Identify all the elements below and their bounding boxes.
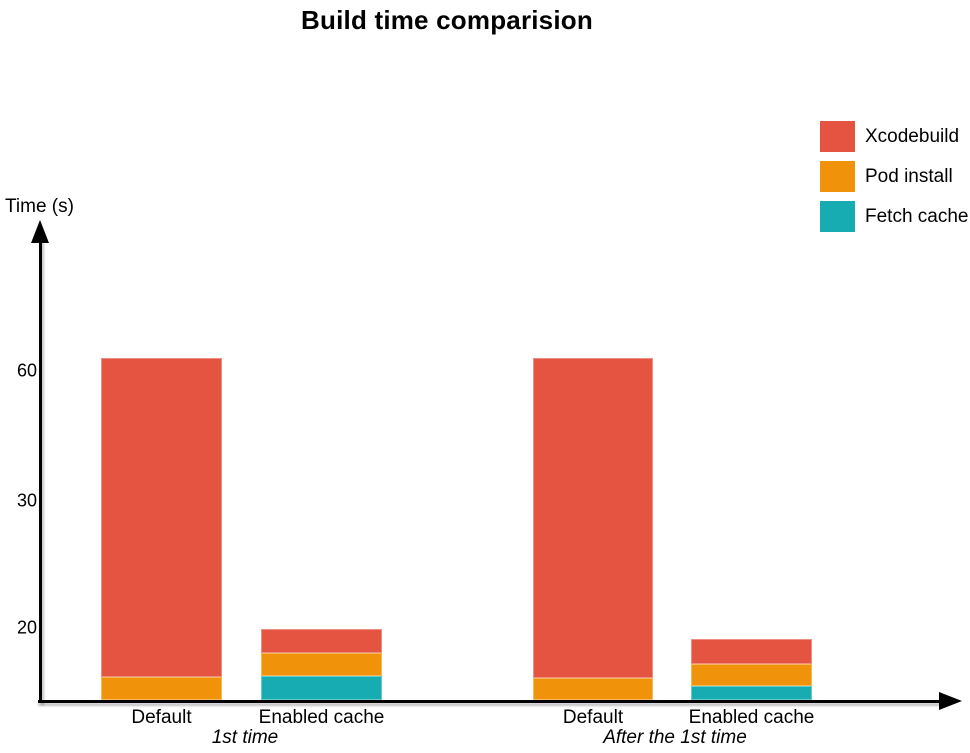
- bar-segment-fetch-cache: [261, 676, 382, 700]
- bar-segment-pod-install: [691, 664, 812, 686]
- y-tick-label: 60: [16, 360, 37, 381]
- bar-segment-pod-install: [101, 677, 222, 700]
- bar-segment-xcodebuild: [261, 629, 382, 653]
- x-axis-arrowhead-icon: [939, 692, 962, 710]
- bar-segment-xcodebuild: [101, 358, 222, 677]
- legend-label: Pod install: [865, 166, 953, 187]
- legend-swatch-xcodebuild: [820, 121, 855, 152]
- group-label: After the 1st time: [603, 727, 747, 748]
- bar-segment-pod-install: [261, 653, 382, 676]
- legend-swatch-pod-install: [820, 161, 855, 192]
- chart-title: Build time comparision: [301, 5, 593, 35]
- legend-label: Fetch cache: [865, 206, 969, 227]
- category-label: Enabled cache: [258, 707, 385, 728]
- bar-segment-xcodebuild: [533, 358, 653, 678]
- bar-segment-pod-install: [533, 678, 653, 700]
- bar-segment-fetch-cache: [691, 686, 812, 700]
- category-label: Default: [562, 707, 624, 728]
- category-label: Enabled cache: [688, 707, 815, 728]
- x-axis-line: [38, 700, 940, 703]
- category-label: Default: [131, 707, 192, 728]
- legend-item: Fetch cache: [820, 201, 970, 232]
- legend-item: Pod install: [820, 161, 970, 192]
- y-tick-label: 20: [16, 617, 37, 638]
- bar-segment-xcodebuild: [691, 639, 812, 664]
- y-tick-label: 30: [16, 490, 37, 511]
- y-axis-line: [39, 240, 42, 703]
- legend-swatch-fetch-cache: [820, 201, 855, 232]
- legend-label: Xcodebuild: [865, 126, 960, 147]
- y-axis-label: Time (s): [5, 196, 74, 217]
- group-label: 1st time: [211, 727, 279, 748]
- y-axis-arrowhead-icon: [31, 220, 49, 243]
- legend-item: Xcodebuild: [820, 121, 970, 152]
